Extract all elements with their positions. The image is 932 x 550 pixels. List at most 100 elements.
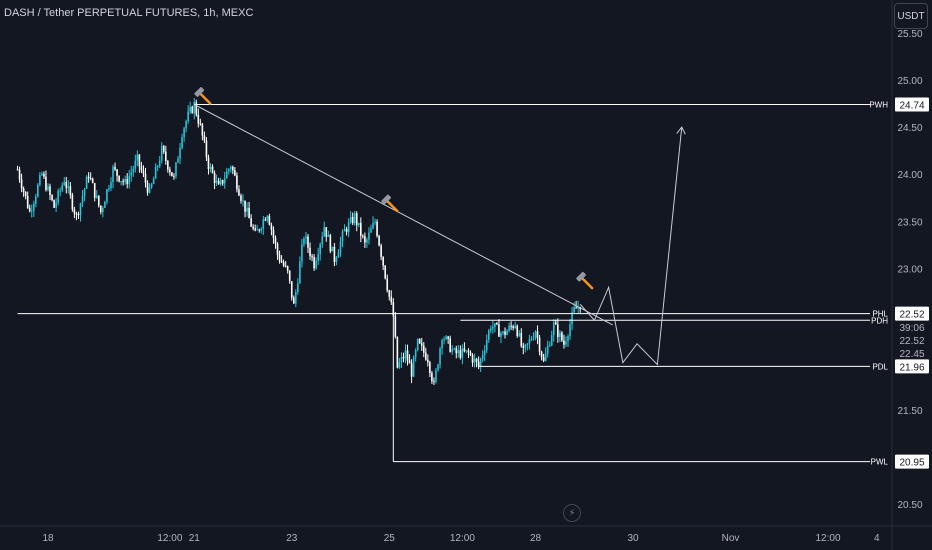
candle-body — [504, 331, 506, 335]
candle-body — [498, 324, 500, 337]
candle-body — [81, 195, 84, 204]
candle-body — [471, 355, 474, 363]
candle-body — [297, 283, 299, 293]
candle-body — [390, 296, 393, 303]
x-tick-label: 23 — [286, 533, 298, 544]
candle-body — [530, 339, 533, 341]
candle-body — [339, 241, 342, 253]
candle-body — [211, 166, 214, 173]
candle-body — [130, 172, 133, 176]
candle-body — [437, 364, 439, 371]
candle-body — [256, 229, 259, 231]
candle-body — [43, 173, 45, 177]
candle-body — [209, 166, 212, 170]
hammer-icon — [381, 194, 399, 213]
price-tag-label: 24.74 — [899, 100, 924, 111]
price-tag-label: 20.95 — [899, 458, 924, 469]
candle-body — [315, 260, 317, 269]
candle-body — [295, 292, 297, 304]
candle-body — [47, 186, 49, 190]
candle-body — [327, 235, 330, 237]
hammer-icon — [194, 87, 212, 105]
candle-body — [83, 188, 86, 196]
candle-body — [106, 189, 108, 202]
candle-body — [193, 101, 196, 113]
candle-body — [160, 146, 163, 161]
candle-body — [118, 175, 120, 182]
candle-body — [91, 178, 94, 184]
candle-body — [364, 236, 366, 243]
y-tick-label: 21.50 — [897, 406, 922, 417]
candle-body — [520, 332, 523, 346]
candle-body — [465, 350, 468, 352]
candle-body — [565, 341, 567, 345]
candle-body — [337, 252, 340, 258]
candle-body — [402, 357, 405, 359]
candle-body — [317, 254, 319, 261]
candle-body — [252, 226, 254, 229]
candle-body — [292, 297, 295, 304]
hammer-head — [576, 271, 587, 282]
candle-body — [496, 323, 498, 325]
candle-body — [303, 238, 305, 245]
candle-body — [443, 339, 445, 341]
candle-body — [272, 229, 275, 238]
candle-body — [374, 221, 376, 223]
candle-body — [236, 175, 238, 190]
candle-body — [175, 162, 177, 177]
candle-body — [16, 169, 19, 171]
candle-body — [26, 195, 29, 208]
candle-body — [181, 137, 183, 148]
candle-body — [540, 351, 543, 358]
candle-body — [305, 236, 307, 239]
candle-body — [349, 216, 352, 223]
candle-body — [392, 302, 395, 316]
candle-body — [22, 188, 25, 192]
candle-body — [282, 262, 285, 266]
candle-body — [323, 227, 326, 237]
candle-body — [41, 173, 43, 176]
candle-body — [378, 235, 380, 246]
candle-body — [230, 166, 232, 170]
candle-body — [148, 187, 151, 193]
candle-body — [526, 343, 529, 345]
candle-body — [217, 180, 220, 185]
x-tick-label: 28 — [530, 533, 542, 544]
level-label-pwh: PWH — [869, 100, 888, 109]
candle-body — [89, 178, 92, 180]
candle-body — [100, 205, 102, 213]
candle-body — [238, 189, 240, 196]
candle-body — [284, 265, 287, 267]
candle-body — [481, 354, 484, 359]
candle-body — [199, 123, 202, 125]
candle-body — [104, 201, 106, 208]
candle-body — [213, 172, 216, 183]
candle-body — [191, 106, 194, 113]
candle-body — [528, 339, 531, 344]
candle-body — [227, 169, 230, 172]
candle-body — [93, 183, 96, 198]
candle-body — [534, 331, 537, 339]
candle-body — [329, 235, 332, 252]
candle-body — [384, 265, 386, 279]
candle-body — [87, 176, 90, 179]
candle-body — [321, 236, 324, 244]
candle-body — [422, 345, 425, 353]
candle-body — [453, 348, 456, 350]
hammer-icon — [576, 271, 594, 290]
candle-body — [203, 135, 206, 141]
candle-body — [335, 257, 338, 263]
candle-body — [177, 158, 179, 163]
candle-body — [427, 359, 429, 363]
currency-button[interactable]: USDT — [894, 3, 928, 29]
candle-body — [73, 209, 76, 214]
candle-body — [362, 235, 364, 237]
candle-body — [516, 325, 519, 336]
candle-body — [524, 344, 527, 348]
candle-body — [152, 178, 155, 184]
projection-arrowhead — [676, 126, 686, 135]
y-tick-label: 25.50 — [897, 29, 922, 40]
lightning-icon[interactable]: ⚡ — [563, 504, 581, 522]
candles-group — [16, 98, 581, 386]
